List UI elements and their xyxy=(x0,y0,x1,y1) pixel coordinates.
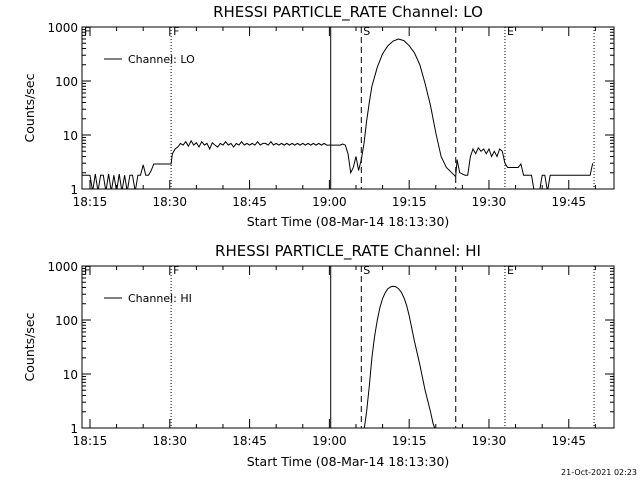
x-tick-label: 18:15 xyxy=(73,195,108,209)
y-tick-label: 10 xyxy=(63,129,78,143)
hi-channel-panel: RHESSI PARTICLE_RATE Channel: HI Start T… xyxy=(22,242,615,469)
chart-title: RHESSI PARTICLE_RATE Channel: LO xyxy=(213,3,483,22)
x-tick-label: 19:45 xyxy=(551,434,586,448)
chart-title: RHESSI PARTICLE_RATE Channel: HI xyxy=(215,242,481,261)
y-tick-label: 1000 xyxy=(47,260,78,274)
marker-label: F xyxy=(173,264,179,277)
x-tick-label: 18:45 xyxy=(232,434,267,448)
x-tick-label: 19:45 xyxy=(551,195,586,209)
x-tick-label: 18:15 xyxy=(73,434,108,448)
lo-channel-panel: RHESSI PARTICLE_RATE Channel: LO Start T… xyxy=(22,3,615,229)
marker-label: S xyxy=(363,25,370,38)
y-tick-label: 1000 xyxy=(47,21,78,35)
x-tick-label: 18:45 xyxy=(232,195,267,209)
series-line xyxy=(82,38,594,189)
marker-label: E xyxy=(507,25,514,38)
marker-label: S xyxy=(363,264,370,277)
marker-label: E xyxy=(507,264,514,277)
series-line xyxy=(363,285,436,428)
x-axis-label: Start Time (08-Mar-14 18:13:30) xyxy=(247,454,450,469)
marker-label: F xyxy=(84,264,90,277)
y-tick-label: 100 xyxy=(55,75,78,89)
x-tick-label: 19:00 xyxy=(312,195,347,209)
x-tick-label: 19:30 xyxy=(472,195,507,209)
x-axis-label: Start Time (08-Mar-14 18:13:30) xyxy=(247,214,450,229)
y-axis-label: Counts/sec xyxy=(22,73,37,142)
x-tick-label: 18:30 xyxy=(152,434,187,448)
footer-timestamp: 21-Oct-2021 02:23 xyxy=(561,468,637,477)
x-tick-label: 19:15 xyxy=(392,434,427,448)
y-tick-label: 1 xyxy=(70,183,78,197)
x-tick-label: 19:30 xyxy=(472,434,507,448)
marker-label: F xyxy=(84,25,90,38)
y-tick-label: 100 xyxy=(55,314,78,328)
x-tick-label: 18:30 xyxy=(152,195,187,209)
y-tick-label: 1 xyxy=(70,422,78,436)
y-axis-label: Counts/sec xyxy=(22,312,37,381)
y-tick-label: 10 xyxy=(63,368,78,382)
marker-label: F xyxy=(173,25,179,38)
legend-label: Channel: LO xyxy=(128,53,195,66)
legend-label: Channel: HI xyxy=(128,292,192,305)
x-tick-label: 19:00 xyxy=(312,434,347,448)
x-tick-label: 19:15 xyxy=(392,195,427,209)
